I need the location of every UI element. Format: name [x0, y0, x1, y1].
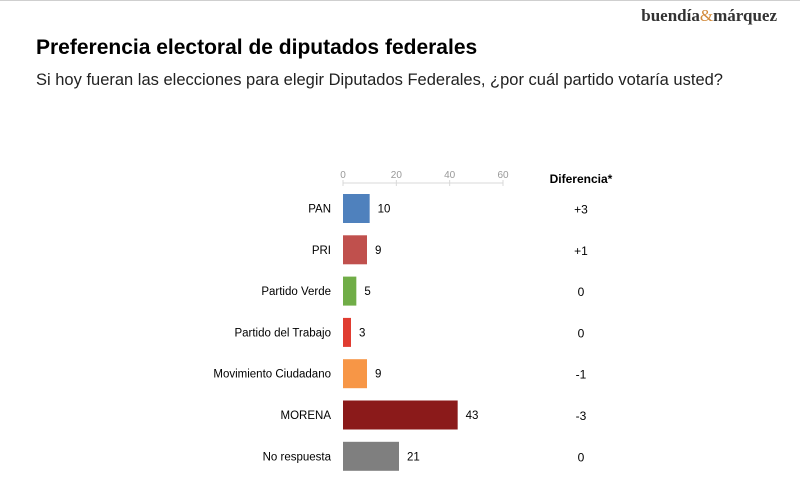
category-label: PAN — [308, 204, 331, 216]
bar — [343, 400, 458, 430]
x-tick-label: 40 — [444, 170, 456, 181]
x-tick-label: 60 — [497, 170, 509, 181]
difference-value: 0 — [578, 285, 585, 299]
chart-subtitle: Si hoy fueran las elecciones para elegir… — [36, 71, 723, 89]
bar — [343, 359, 367, 389]
difference-value: +3 — [574, 203, 588, 217]
value-label: 9 — [375, 369, 381, 381]
category-label: Partido del Trabajo — [234, 327, 331, 339]
chart-title: Preferencia electoral de diputados feder… — [36, 36, 478, 59]
bar — [343, 235, 367, 265]
difference-value: 0 — [578, 326, 585, 340]
difference-value: +1 — [574, 244, 588, 258]
bar — [343, 276, 357, 306]
value-label: 43 — [466, 410, 479, 422]
bar — [343, 441, 399, 471]
category-label: Movimiento Ciudadano — [213, 369, 331, 381]
category-label: PRI — [312, 245, 331, 257]
value-label: 5 — [364, 286, 370, 298]
category-label: Partido Verde — [261, 286, 331, 298]
x-tick-label: 0 — [340, 170, 346, 181]
difference-value: 0 — [578, 450, 585, 464]
value-label: 9 — [375, 245, 381, 257]
value-label: 3 — [359, 327, 365, 339]
difference-header: Diferencia* — [550, 172, 613, 186]
x-tick-label: 20 — [391, 170, 403, 181]
difference-value: -1 — [576, 368, 587, 382]
category-label: No respuesta — [263, 451, 332, 463]
category-label: MORENA — [281, 410, 332, 422]
brand-logo: buendía&márquez — [641, 6, 777, 26]
bar — [343, 194, 370, 223]
difference-value: -3 — [576, 409, 587, 423]
brand-name-part1: buendía — [641, 6, 700, 25]
value-label: 21 — [407, 451, 420, 463]
brand-name-part2: márquez — [713, 6, 777, 25]
value-label: 10 — [378, 204, 391, 216]
bar — [343, 317, 351, 347]
top-rule — [0, 0, 800, 1]
brand-ampersand: & — [699, 6, 714, 25]
